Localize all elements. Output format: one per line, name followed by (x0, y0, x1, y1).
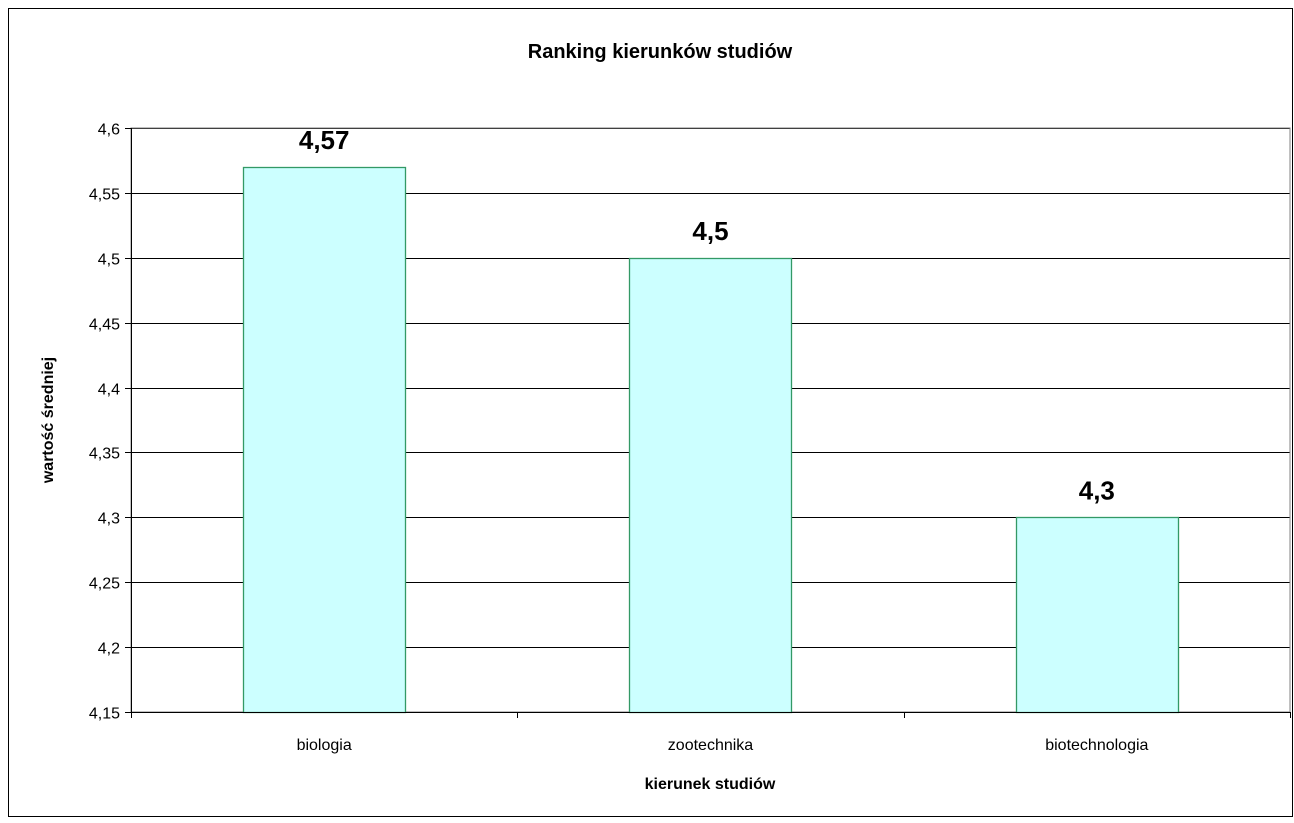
y-tick-label: 4,6 (98, 122, 120, 139)
chart-title: Ranking kierunków studiów (528, 41, 793, 63)
x-tick-label: zootechnika (668, 737, 753, 754)
y-tick-label: 4,35 (89, 446, 120, 463)
y-tick-label: 4,15 (89, 706, 120, 723)
y-tick-label: 4,45 (89, 317, 120, 334)
data-label: 4,5 (692, 216, 728, 246)
bar-biotechnologia (1015, 516, 1180, 714)
bar-biologia (242, 166, 407, 714)
y-axis-title: wartość średniej (40, 357, 57, 484)
y-tick-label: 4,55 (89, 187, 120, 204)
data-label: 4,57 (299, 125, 350, 155)
bars (242, 166, 1180, 714)
y-tick-label: 4,25 (89, 576, 120, 593)
x-tick-label: biotechnologia (1045, 737, 1148, 754)
data-label: 4,3 (1079, 475, 1115, 505)
x-tick-label: biologia (297, 737, 352, 754)
y-tick-label: 4,5 (98, 252, 120, 269)
axes: 4,15 4,2 4,25 4,3 4,35 4,4 4,45 4,5 4,55 4,6 biolo… (89, 122, 1291, 754)
y-tick-label: 4,3 (98, 511, 120, 528)
bar-zootechnika (628, 257, 793, 714)
y-tick-label: 4,2 (98, 641, 120, 658)
y-tick-label: 4,4 (98, 382, 120, 399)
data-labels: 4,57 4,5 4,3 (299, 125, 1115, 505)
x-axis-title: kierunek studiów (645, 776, 776, 793)
